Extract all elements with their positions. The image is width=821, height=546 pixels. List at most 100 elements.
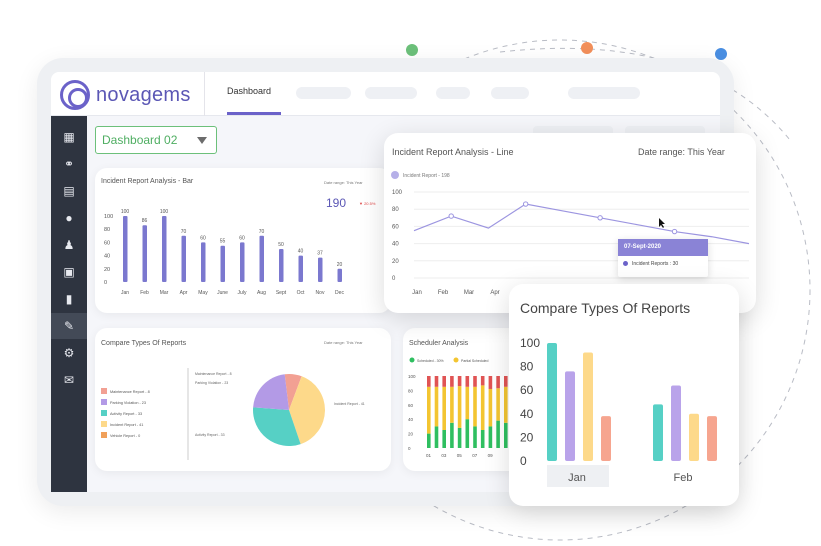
bar-value-label: 100 bbox=[160, 209, 169, 215]
y-tick-label: 40 bbox=[104, 254, 110, 260]
edit-report-icon[interactable]: ✎ bbox=[51, 313, 87, 339]
feedback-icon[interactable]: ✉ bbox=[63, 373, 75, 387]
y-tick-label: 60 bbox=[104, 240, 110, 246]
stacked-bar-segment bbox=[480, 385, 485, 430]
tab-placeholder[interactable] bbox=[491, 87, 529, 99]
bar-value-label: 86 bbox=[142, 218, 148, 224]
line-date-range[interactable]: Date range: This Year bbox=[638, 147, 725, 157]
y-tick-label: 60 bbox=[392, 224, 399, 230]
pie-slice bbox=[253, 374, 289, 410]
stacked-bar-segment bbox=[457, 427, 462, 448]
y-tick-label: 100 bbox=[408, 374, 416, 379]
stacked-bar-segment bbox=[504, 422, 508, 448]
x-tick-label: 09 bbox=[488, 453, 494, 458]
bar-date-range[interactable]: Date range: This Year bbox=[324, 180, 363, 185]
y-tick-label: 80 bbox=[104, 227, 110, 233]
bar bbox=[337, 268, 342, 282]
x-tick-label: June bbox=[217, 290, 228, 296]
bar-chart: 100 80 60 40 20 0 100 Jan 86 Feb 100 Mar 70 Apr 60 May 5… bbox=[104, 209, 344, 296]
x-tick-label: Jan bbox=[568, 472, 586, 484]
line-card-title: Incident Report Analysis - Line bbox=[392, 147, 514, 157]
bar-value-label: 60 bbox=[239, 235, 245, 241]
analytics-icon[interactable]: ▮ bbox=[65, 292, 73, 306]
bar bbox=[240, 242, 245, 282]
y-tick-label: 20 bbox=[392, 259, 399, 265]
y-tick-label: 60 bbox=[408, 403, 414, 408]
stacked-bar-segment bbox=[427, 376, 431, 387]
bar bbox=[162, 216, 167, 282]
id-card-icon[interactable]: ▣ bbox=[63, 265, 75, 279]
tab-dashboard[interactable]: Dashboard bbox=[227, 86, 272, 96]
y-tick-label: 60 bbox=[520, 383, 534, 397]
x-tick-label: 05 bbox=[457, 453, 463, 458]
legend-label: Parking Violation - 23 bbox=[110, 401, 146, 405]
calendar-icon[interactable]: ▤ bbox=[63, 184, 75, 198]
stacked-bar-segment bbox=[450, 376, 454, 387]
y-tick-label: 0 bbox=[520, 454, 527, 468]
tab-placeholder[interactable] bbox=[436, 87, 470, 99]
x-tick-label: 07 bbox=[472, 453, 478, 458]
chevron-down-icon bbox=[197, 137, 207, 144]
user-placeholder[interactable] bbox=[568, 87, 640, 99]
bar bbox=[547, 343, 557, 461]
binoculars-icon[interactable]: ⚭ bbox=[63, 157, 75, 171]
x-tick-label: May bbox=[198, 290, 208, 296]
bar bbox=[201, 242, 206, 282]
stacked-bar-segment bbox=[496, 376, 500, 389]
x-tick-label: Apr bbox=[490, 290, 499, 296]
compare-reports-card: Compare Types Of Reports 100 80 60 40 20 0 Jan… bbox=[509, 284, 739, 506]
series-line bbox=[413, 203, 750, 245]
scheduler-chart: Scheduled - 30% Partial Scheduled 100 80 60 4… bbox=[408, 357, 516, 458]
dashboard-icon[interactable]: ▦ bbox=[63, 130, 75, 144]
pie-callout: Parking Violation - 23 bbox=[195, 381, 228, 385]
bar-value-label: 37 bbox=[317, 251, 323, 257]
stacked-bar-segment bbox=[465, 419, 470, 448]
pie-slice bbox=[289, 376, 325, 445]
legend-label: Scheduled - 30% bbox=[417, 359, 444, 363]
stacked-bar-segment bbox=[488, 426, 493, 448]
stacked-bar-segment bbox=[434, 376, 439, 387]
x-tick-label: Mar bbox=[160, 290, 169, 296]
pie-date-range[interactable]: Date range: This Year bbox=[324, 340, 363, 345]
x-tick-label: 01 bbox=[426, 453, 432, 458]
user-icon[interactable]: ♟ bbox=[63, 238, 75, 252]
dashboard-select[interactable]: Dashboard 02 bbox=[95, 126, 217, 154]
bar bbox=[142, 225, 147, 282]
tab-placeholder[interactable] bbox=[365, 87, 417, 99]
bar bbox=[707, 416, 717, 461]
legend-label: Partial Scheduled bbox=[461, 359, 488, 363]
legend-swatch bbox=[101, 399, 107, 405]
bar-value-label: 70 bbox=[181, 229, 187, 235]
brand-logo[interactable]: novagems bbox=[60, 80, 191, 110]
tab-placeholder[interactable] bbox=[296, 87, 351, 99]
data-point bbox=[522, 201, 529, 207]
y-tick-label: 100 bbox=[392, 190, 403, 196]
bar bbox=[601, 416, 611, 461]
data-point bbox=[671, 228, 678, 235]
data-point bbox=[448, 213, 454, 219]
pie-slice bbox=[253, 407, 301, 446]
mouse-cursor-icon bbox=[659, 218, 665, 228]
legend-swatch bbox=[391, 171, 399, 179]
stacked-bar-segment bbox=[434, 386, 439, 427]
stacked-bar-segment bbox=[427, 386, 431, 434]
y-tick-label: 40 bbox=[520, 407, 534, 421]
legend-swatch bbox=[101, 410, 107, 416]
x-tick-label: Oct bbox=[297, 290, 305, 296]
top-bar: novagems Dashboard bbox=[51, 72, 720, 116]
settings-gear-icon[interactable]: ⚙ bbox=[63, 346, 75, 360]
brand-name: novagems bbox=[96, 83, 191, 106]
tooltip-date: 07-Sept-2020 bbox=[618, 239, 708, 256]
stacked-bar-segment bbox=[473, 386, 477, 427]
stacked-bar-segment bbox=[457, 376, 462, 387]
kpi-total: 190 bbox=[326, 196, 347, 210]
orbit-dot-blue bbox=[715, 48, 727, 60]
stacked-bar-segment bbox=[496, 388, 500, 421]
active-tab-indicator bbox=[227, 112, 281, 115]
location-pin-icon[interactable]: ● bbox=[65, 211, 73, 225]
x-tick-label: 03 bbox=[441, 453, 447, 458]
x-tick-label: Sept bbox=[276, 290, 287, 296]
stacked-bar-segment bbox=[434, 426, 439, 448]
x-tick-label: Feb bbox=[674, 472, 693, 484]
stacked-bar-segment bbox=[504, 386, 508, 423]
